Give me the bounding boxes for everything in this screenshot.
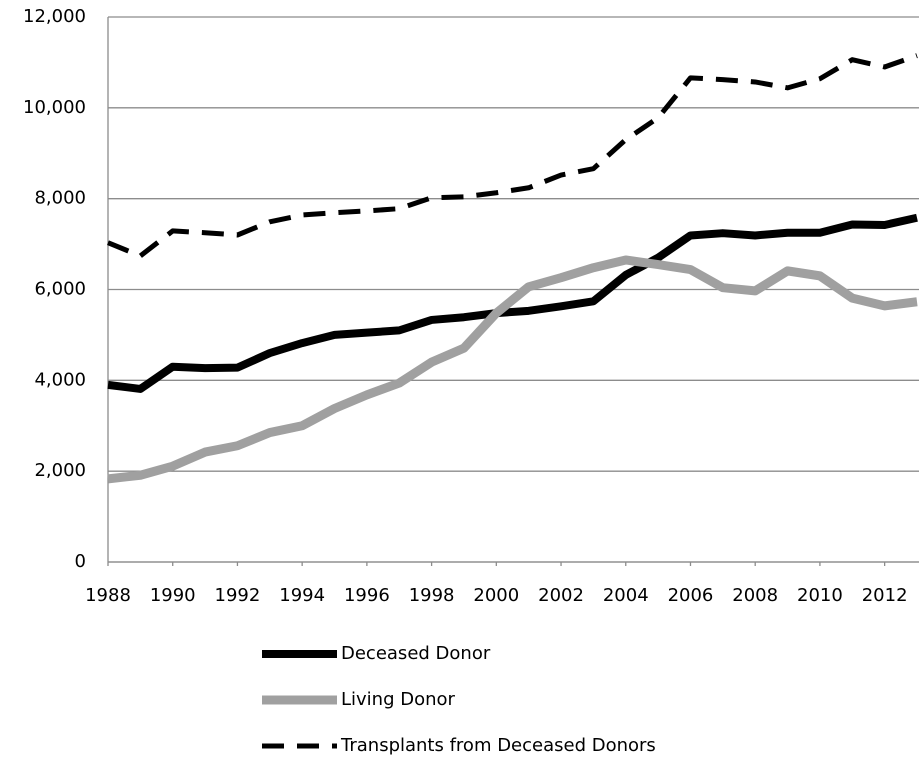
x-tick-label: 2012	[862, 585, 908, 606]
x-tick-label: 1992	[215, 585, 261, 606]
x-tick-label: 2004	[603, 585, 649, 606]
x-tick-label: 1994	[279, 585, 325, 606]
y-tick-label: 0	[75, 551, 86, 572]
legend-label: Transplants from Deceased Donors	[340, 735, 656, 756]
x-tick-label: 1990	[150, 585, 196, 606]
y-tick-label: 2,000	[34, 460, 86, 481]
y-tick-label: 12,000	[23, 6, 86, 27]
y-tick-label: 6,000	[34, 279, 86, 300]
x-tick-label: 2010	[797, 585, 843, 606]
x-tick-label: 2008	[732, 585, 778, 606]
x-tick-label: 2000	[473, 585, 519, 606]
series-line	[107, 255, 918, 484]
y-tick-label: 4,000	[34, 369, 86, 390]
y-tick-label: 8,000	[34, 188, 86, 209]
x-tick-label: 1996	[344, 585, 390, 606]
x-tick-label: 2006	[668, 585, 714, 606]
legend-label: Living Donor	[341, 689, 456, 710]
series-line	[107, 53, 918, 259]
y-tick-label: 10,000	[23, 97, 86, 118]
series-line	[107, 213, 918, 393]
x-tick-label: 1988	[85, 585, 131, 606]
x-tick-label: 1998	[409, 585, 455, 606]
legend-label: Deceased Donor	[341, 643, 491, 664]
x-tick-label: 2002	[538, 585, 584, 606]
